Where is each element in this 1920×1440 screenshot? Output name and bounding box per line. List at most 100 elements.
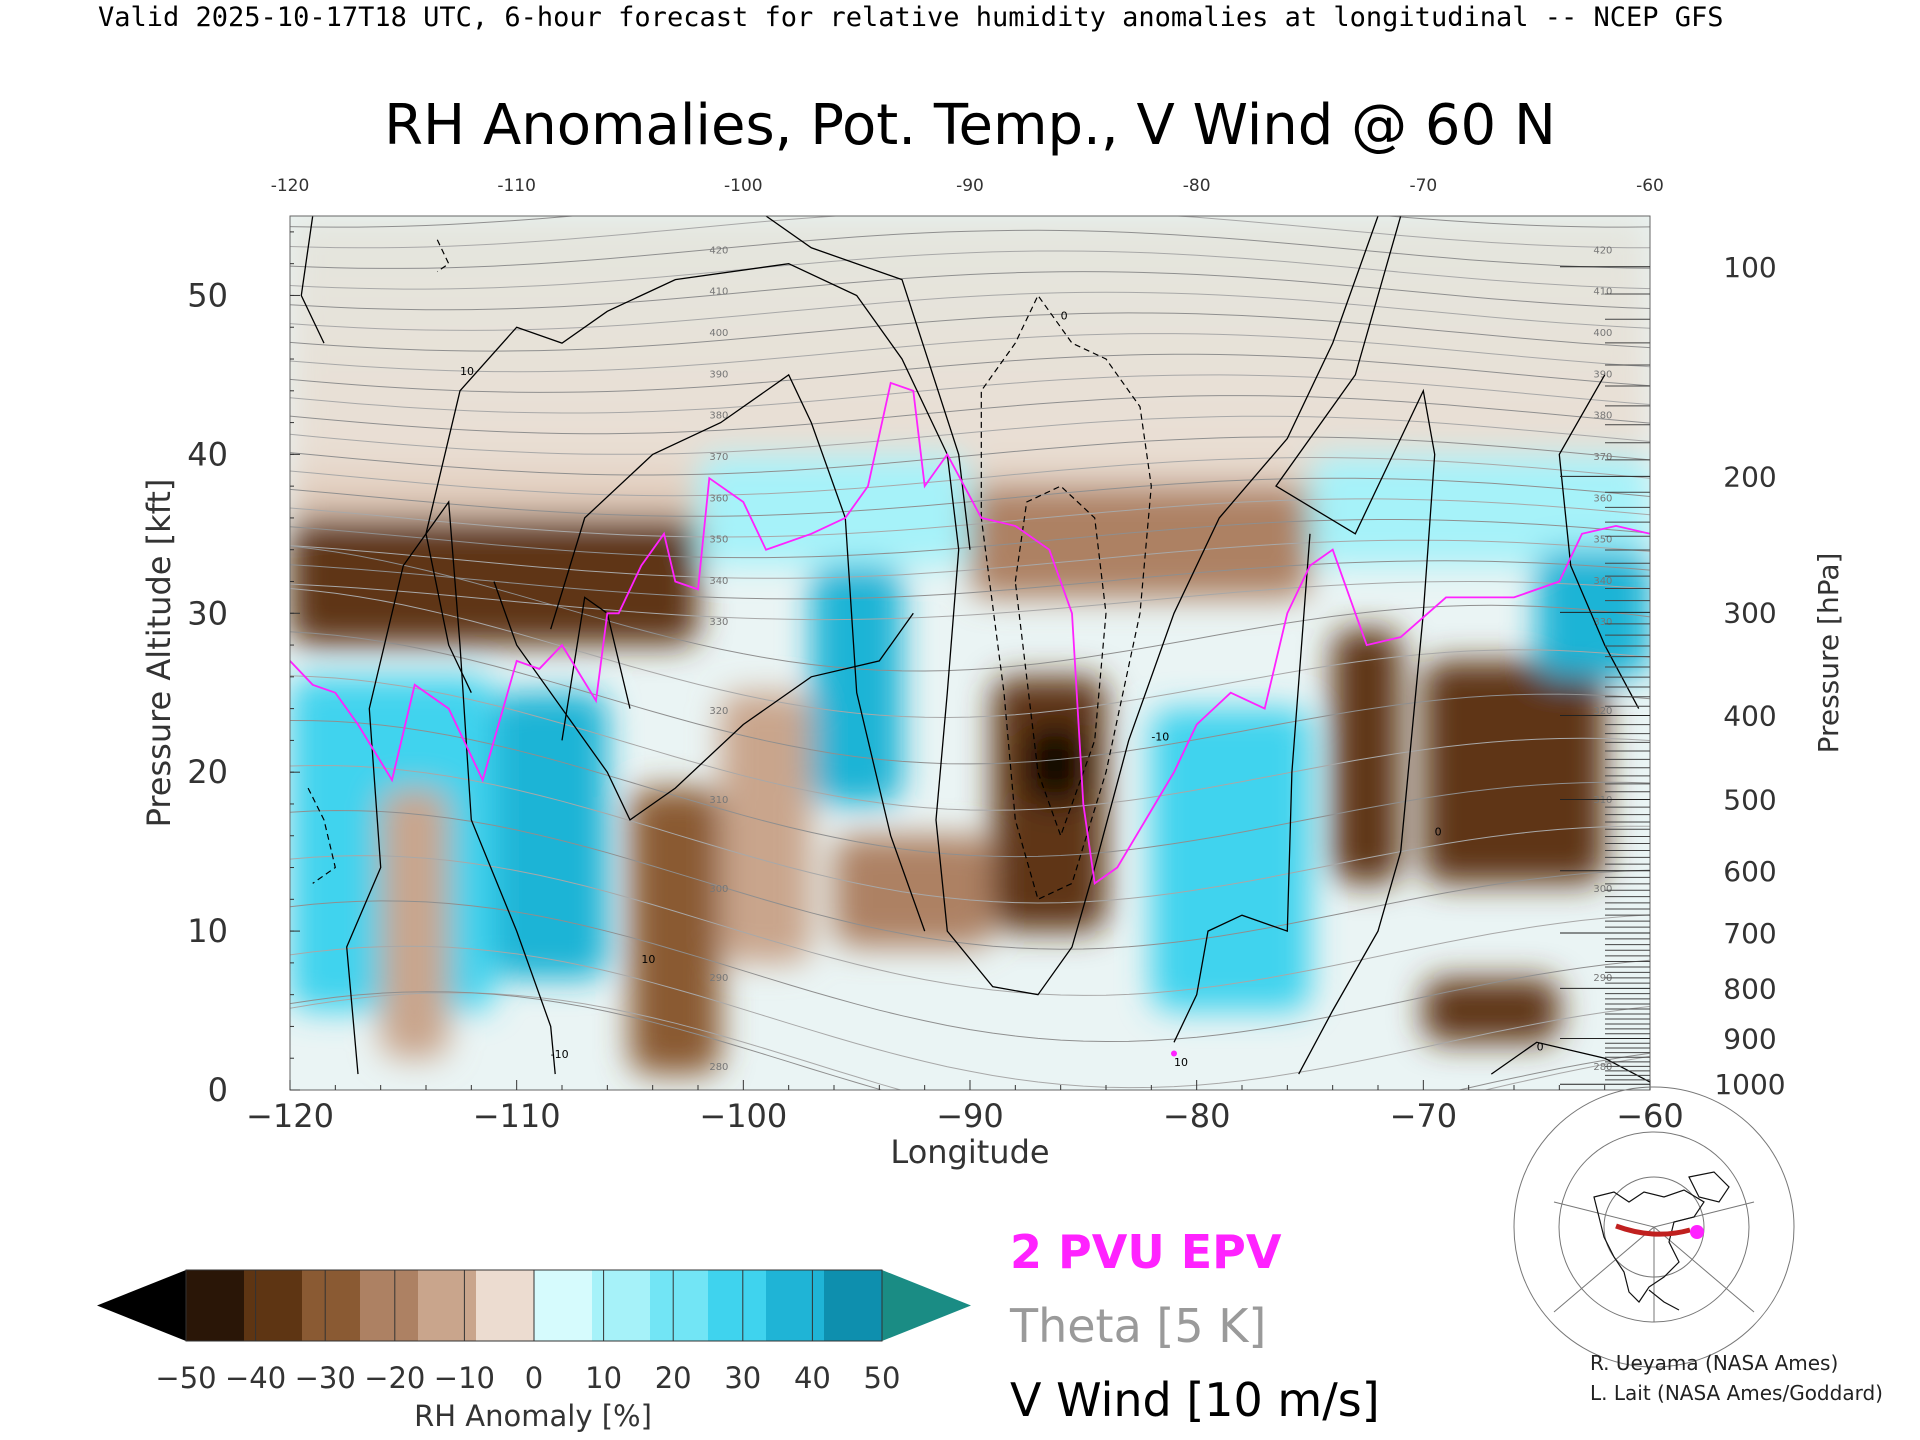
theta-label: 310 (1593, 795, 1612, 806)
vwind-contour (346, 500, 556, 1075)
theta-label: 400 (709, 328, 728, 339)
theta-label: 420 (709, 245, 728, 256)
theta-contour (290, 991, 1650, 1090)
x-tick-label: −60 (1616, 1097, 1684, 1135)
theta-contour (290, 809, 1650, 950)
x-axis-top: -120 -110 -100 -90 -80 -70 -60 (271, 176, 1664, 196)
theta-contour (290, 271, 1650, 311)
theta-contour (290, 631, 1650, 765)
x-axis: −120 −110 −100 −90 −80 −70 −60 (246, 1080, 1684, 1135)
locator-map (1513, 1086, 1795, 1368)
theta-label: 340 (709, 576, 728, 587)
colorbar-swatch (824, 1270, 883, 1341)
x-tick-label: −90 (936, 1097, 1004, 1135)
x-tick-label: −120 (246, 1097, 334, 1135)
theta-label: 420 (1593, 245, 1612, 256)
pressure-tick-label: 700 (1723, 917, 1776, 950)
rh-cell (698, 454, 970, 566)
rh-cell (1332, 629, 1401, 884)
rh-cell (1423, 660, 1605, 884)
x-top-tick-label: -110 (497, 176, 536, 196)
x-axis-label: Longitude (890, 1133, 1049, 1171)
theta-contour (290, 588, 1650, 719)
theta-contour (290, 580, 1650, 621)
theta-contour (290, 720, 1650, 858)
colorbar-tick-label: 0 (525, 1361, 543, 1395)
y-axis-label: Pressure Altitude [kft] (140, 479, 178, 828)
pressure-tick-label: 400 (1723, 700, 1776, 733)
theta-contour (290, 250, 1650, 290)
theta-contour (290, 900, 1650, 1043)
theta-label: 390 (1593, 369, 1612, 380)
theta-contour (290, 216, 1650, 228)
theta-label: 330 (1593, 617, 1612, 628)
vwind-contour (300, 216, 325, 344)
epv-2pvu-contour (290, 381, 1650, 885)
theta-label: 370 (709, 452, 728, 463)
y-tick-label: 50 (187, 276, 228, 314)
colorbar-tick-label: 30 (724, 1361, 761, 1395)
rh-cell (380, 788, 449, 1059)
theta-label: 310 (709, 795, 728, 806)
theta-label: 320 (709, 706, 728, 717)
rh-anomaly-field (290, 216, 1650, 1075)
colorbar-swatch (650, 1270, 709, 1341)
credit-1: R. Ueyama (NASA Ames) (1590, 1351, 1839, 1375)
theta-contour (290, 992, 1650, 1090)
theta-contour (290, 456, 1650, 497)
y-tick-label: 20 (187, 753, 228, 791)
theta-contour (290, 216, 1650, 249)
y-tick-label: 0 (208, 1071, 228, 1109)
rh-cell (630, 788, 721, 1075)
x-tick-label: −100 (699, 1097, 787, 1135)
x-tick-label: −80 (1163, 1097, 1231, 1135)
colorbar-tick-label: 20 (655, 1361, 692, 1395)
colorbar-swatch (766, 1270, 825, 1341)
pressure-tick-label: 500 (1723, 783, 1776, 816)
pressure-tick-label: 900 (1723, 1022, 1776, 1055)
vwind-contours: 10 0 -10 10 0 -10 10 0 (300, 216, 1650, 1083)
x-top-tick-label: -120 (271, 176, 310, 196)
vwind-contour (1173, 533, 1311, 1043)
credits: R. Ueyama (NASA Ames) L. Lait (NASA Ames… (1590, 1348, 1883, 1408)
epv-contour (290, 381, 1650, 1057)
theta-contour (290, 498, 1650, 538)
x-tick-label: −70 (1390, 1097, 1458, 1135)
colorbar-swatch (592, 1270, 651, 1341)
colorbar-tick-label: 10 (585, 1361, 622, 1395)
theta-label: 300 (709, 884, 728, 895)
x-top-tick-label: -80 (1183, 176, 1211, 196)
colorbar-swatch (302, 1270, 361, 1341)
theta-contours: 420 420 410 410 400 400 390 390 380 380 370 370 360 3… (290, 216, 1650, 1090)
vwind-contour-dashed (307, 787, 336, 884)
theta-contour (290, 374, 1650, 414)
theta-label: 300 (1593, 884, 1612, 895)
y-tick-label: 10 (187, 912, 228, 950)
theta-label: 410 (709, 287, 728, 298)
pressure-tick-label: 600 (1723, 855, 1776, 888)
vwind-label: -10 (551, 1048, 569, 1061)
theta-contour (290, 291, 1650, 331)
theta-contour (290, 436, 1650, 476)
theta-label: 290 (709, 973, 728, 984)
theta-label: 370 (1593, 452, 1612, 463)
vwind-contour (550, 373, 926, 932)
y-tick-label: 30 (187, 594, 228, 632)
plot-area: 420 420 410 410 400 400 390 390 380 380 370 370 360 3… (290, 216, 1650, 1090)
theta-label: 360 (709, 493, 728, 504)
credit-2: L. Lait (NASA Ames/Goddard) (1590, 1381, 1883, 1405)
colorbar-tick-label: 50 (864, 1361, 901, 1395)
theta-label: 380 (1593, 411, 1612, 422)
rh-cell (970, 486, 1310, 598)
vwind-contour (493, 581, 914, 821)
legend-vwind: V Wind [10 m/s] (1010, 1373, 1380, 1427)
vwind-label: 10 (641, 953, 655, 966)
theta-label: 330 (709, 617, 728, 628)
colorbar-swatch (360, 1270, 419, 1341)
colorbar-tick-label: 40 (794, 1361, 831, 1395)
x-top-tick-label: -100 (724, 176, 763, 196)
legend-epv: 2 PVU EPV (1010, 1225, 1282, 1279)
rh-cell (720, 692, 812, 963)
colorbar-label: RH Anomaly [%] (414, 1399, 652, 1433)
